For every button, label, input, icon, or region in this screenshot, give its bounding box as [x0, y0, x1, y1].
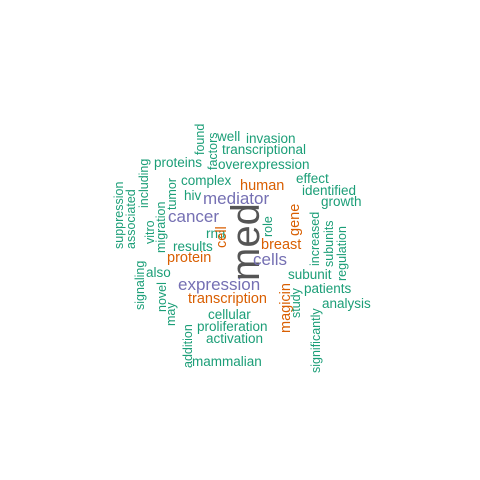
word-complex: complex: [181, 173, 232, 188]
word-cell: cell: [214, 226, 230, 248]
word-protein: protein: [167, 250, 212, 266]
word-expression: expression: [178, 275, 261, 294]
word-patients: patients: [304, 281, 352, 296]
word-identified: identified: [302, 183, 357, 198]
word-migration: migration: [154, 201, 168, 253]
word-well: well: [217, 129, 241, 144]
word-study: study: [289, 288, 303, 318]
word-factors: factors: [206, 132, 220, 170]
word-proteins: proteins: [154, 155, 203, 170]
word-hiv: hiv: [184, 188, 202, 203]
word-subunit: subunit: [288, 267, 332, 282]
word-rna: rna: [206, 226, 226, 241]
word-regulation: regulation: [335, 226, 349, 281]
word-increased: increased: [308, 211, 322, 266]
word-subunits: subunits: [322, 220, 336, 267]
word-effect: effect: [296, 171, 329, 186]
word-mediator: mediator: [203, 189, 270, 208]
word-overexpression: overexpression: [218, 157, 310, 172]
word-mammalian: mammalian: [192, 354, 262, 369]
word-signaling: signaling: [133, 260, 147, 310]
word-including: including: [137, 158, 151, 208]
word-cancer: cancer: [168, 207, 220, 226]
word-analysis: analysis: [322, 296, 371, 311]
word-may: may: [164, 302, 178, 326]
word-also: also: [146, 265, 171, 280]
word-cells: cells: [253, 250, 288, 269]
word-proliferation: proliferation: [197, 319, 268, 334]
word-addition: addition: [181, 324, 195, 368]
word-growth: growth: [321, 194, 362, 209]
word-activation: activation: [206, 331, 264, 346]
word-associated: associated: [124, 189, 138, 249]
word-transcription: transcription: [188, 291, 267, 307]
word-cellular: cellular: [208, 307, 251, 322]
word-role: role: [261, 216, 275, 237]
word-med: med: [224, 203, 268, 281]
word-found: found: [193, 123, 207, 155]
word-transcriptional: transcriptional: [222, 142, 307, 157]
word-results: results: [173, 239, 213, 254]
word-significantly: significantly: [309, 308, 323, 373]
word-human: human: [240, 178, 285, 194]
word-gene: gene: [287, 203, 303, 236]
word-breast: breast: [261, 237, 302, 253]
word-invasion: invasion: [246, 131, 296, 146]
